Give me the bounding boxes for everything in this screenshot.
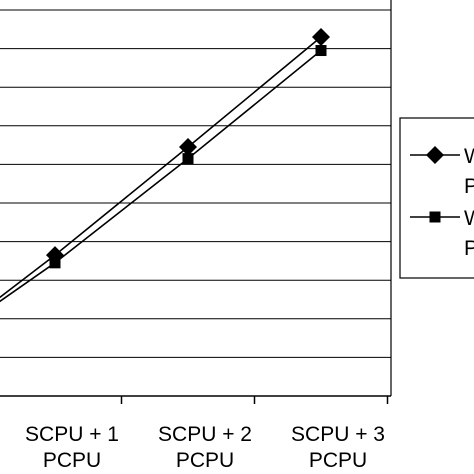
data-point-square xyxy=(49,257,61,269)
legend-box xyxy=(399,117,474,279)
legend-label: W xyxy=(464,145,474,168)
data-point-diamond xyxy=(312,28,330,47)
x-tick-label: PCPU xyxy=(176,449,234,472)
legend-marker-diamond xyxy=(426,146,444,164)
series-line xyxy=(0,36,322,299)
x-tick-label: SCPU + 3 xyxy=(291,423,385,446)
x-tick-label: SCPU + 1 xyxy=(25,423,119,446)
x-tick-labels: SCPU + 1 PCPU SCPU + 2 PCPU SCPU + 3 PCPU xyxy=(25,423,385,472)
data-point-square xyxy=(315,45,327,57)
legend-marker-square xyxy=(429,211,441,223)
x-tick-label: PCPU xyxy=(309,449,367,472)
gridlines xyxy=(0,9,391,358)
legend-label: W xyxy=(464,207,474,230)
series-group xyxy=(0,28,330,303)
x-tick-label: SCPU + 2 xyxy=(158,423,252,446)
series-line xyxy=(0,49,322,303)
x-tick-label: PCPU xyxy=(43,449,101,472)
legend-label: P xyxy=(464,175,474,198)
data-point-diamond xyxy=(179,138,197,157)
data-point-square xyxy=(182,153,194,165)
legend-label: P xyxy=(464,237,474,260)
x-ticks xyxy=(120,396,389,404)
